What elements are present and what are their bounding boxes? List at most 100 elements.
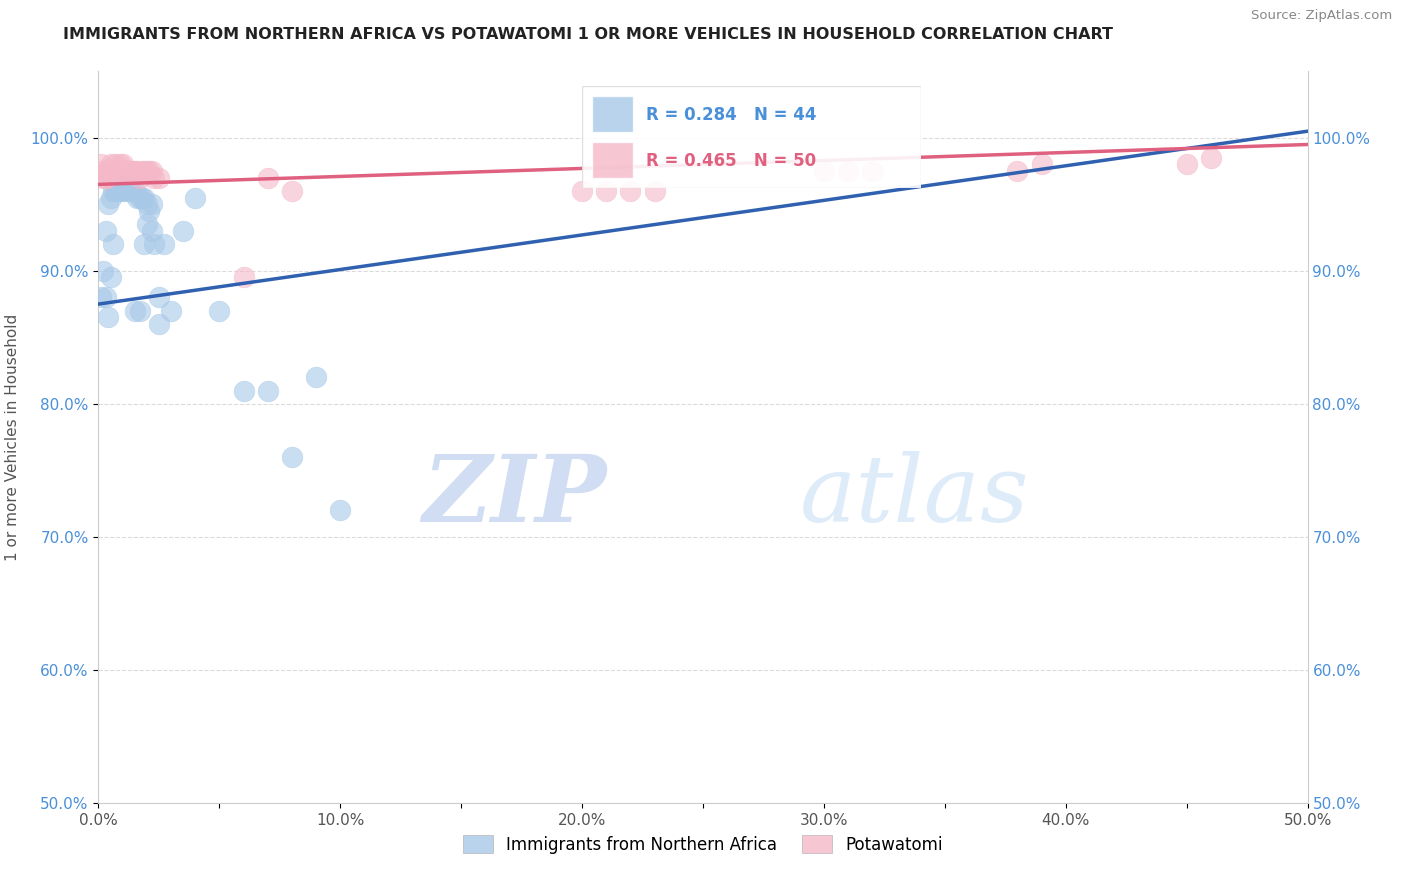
Point [1007,164,1029,178]
Point [141,197,163,211]
Point [117,164,139,178]
Point [101,237,124,252]
Point [571,184,593,198]
Point [104,164,127,178]
Point [107,164,129,178]
Point [101,164,124,178]
Point [135,197,157,211]
Point [111,164,134,178]
Point [97,197,120,211]
Point [208,303,231,318]
Point [134,191,156,205]
Point [1199,151,1222,165]
Point [118,164,141,178]
Point [148,317,170,331]
Point [148,170,170,185]
Point [138,204,160,219]
Point [111,157,134,171]
Point [117,184,139,198]
Point [94,170,117,185]
Point [101,184,124,198]
Point [131,164,153,178]
Text: Source: ZipAtlas.com: Source: ZipAtlas.com [1251,9,1392,22]
Point [101,164,124,178]
Point [90,157,112,171]
Point [100,157,122,171]
Point [97,310,120,325]
Point [232,384,254,398]
Point [1175,157,1198,171]
Point [141,164,163,178]
Text: IMMIGRANTS FROM NORTHERN AFRICA VS POTAWATOMI 1 OR MORE VEHICLES IN HOUSEHOLD CO: IMMIGRANTS FROM NORTHERN AFRICA VS POTAW… [63,27,1114,42]
Point [114,178,136,192]
Point [329,503,352,517]
Point [860,164,883,178]
Point [94,170,117,185]
Point [813,164,835,178]
Point [121,164,143,178]
Point [100,164,122,178]
Point [135,217,157,231]
Point [108,157,131,171]
Point [127,164,149,178]
Point [127,191,149,205]
Point [305,370,328,384]
Point [117,164,139,178]
Point [108,164,131,178]
Point [138,164,160,178]
Point [107,164,129,178]
Point [107,184,129,198]
Point [160,303,183,318]
Point [91,264,114,278]
Point [148,290,170,304]
Point [143,237,166,252]
Point [619,184,641,198]
Point [143,170,166,185]
Point [94,224,117,238]
Point [118,164,141,178]
Point [124,184,146,198]
Point [91,170,114,185]
Point [256,170,278,185]
Point [97,164,120,178]
Point [94,290,117,304]
Point [111,184,134,198]
Point [121,184,143,198]
Y-axis label: 1 or more Vehicles in Household: 1 or more Vehicles in Household [4,313,20,561]
Point [837,164,859,178]
Point [104,157,127,171]
Point [108,184,131,198]
Point [91,164,114,178]
Point [104,184,127,198]
Legend: Immigrants from Northern Africa, Potawatomi: Immigrants from Northern Africa, Potawat… [457,829,949,860]
Point [256,384,278,398]
Point [135,164,157,178]
Point [100,191,122,205]
Point [172,224,194,238]
Point [128,191,150,205]
Point [134,237,156,252]
Point [281,184,304,198]
Point [644,184,666,198]
Point [1031,157,1053,171]
Point [128,303,150,318]
Point [141,224,163,238]
Point [131,191,153,205]
Point [118,184,141,198]
Point [97,164,120,178]
Point [114,164,136,178]
Point [184,191,207,205]
Point [90,290,112,304]
Point [281,450,304,464]
Point [595,184,617,198]
Text: atlas: atlas [800,450,1029,541]
Point [124,164,146,178]
Point [114,164,136,178]
Point [152,237,174,252]
Point [232,270,254,285]
Point [128,170,150,185]
Point [100,270,122,285]
Text: ZIP: ZIP [422,450,606,541]
Point [134,164,156,178]
Point [124,303,146,318]
